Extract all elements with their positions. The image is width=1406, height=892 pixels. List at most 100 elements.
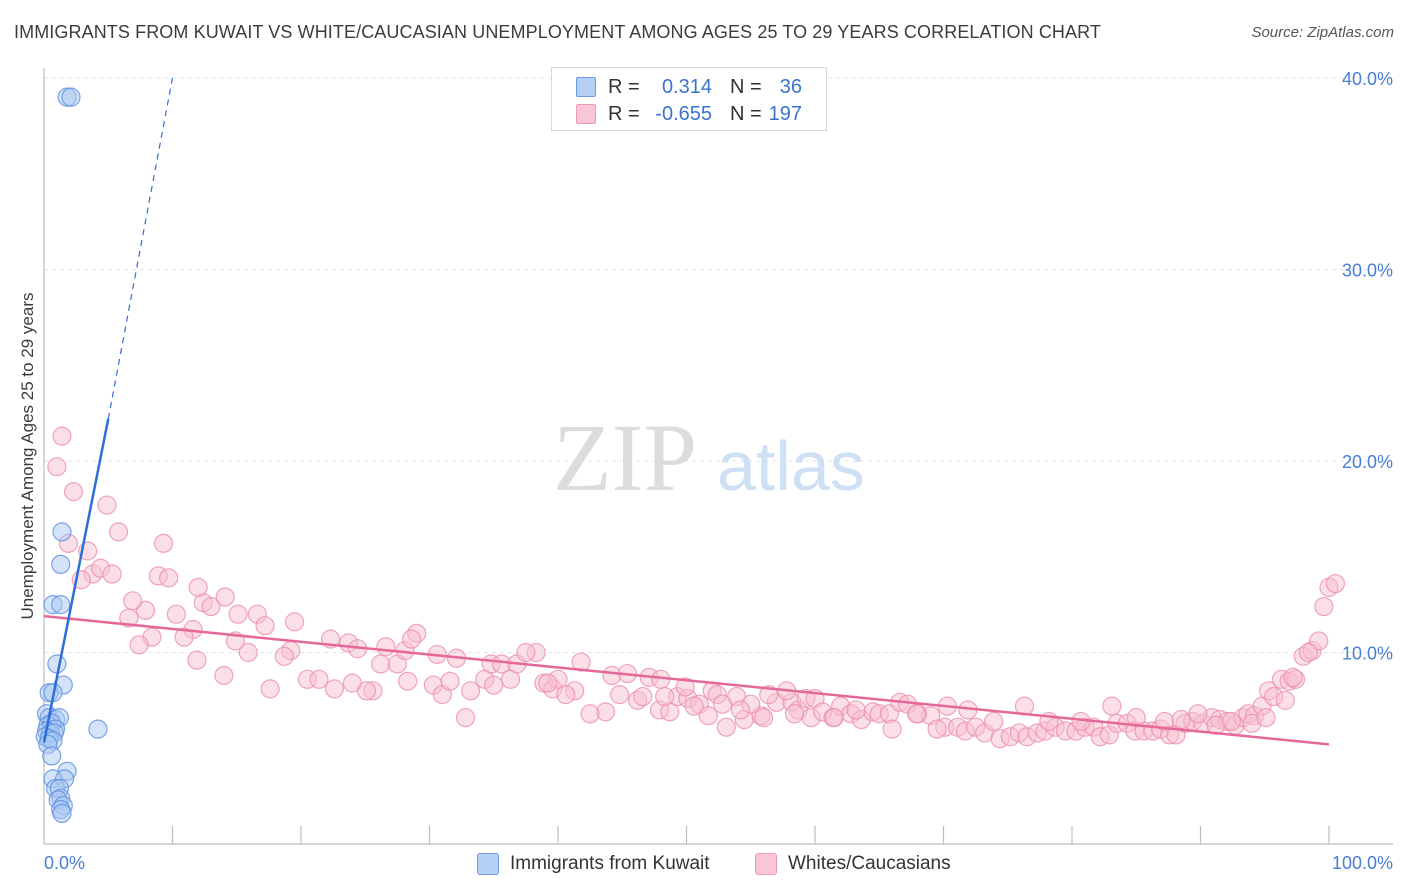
whites-point[interactable] [1171,709,1191,730]
whites-point[interactable] [260,679,280,699]
whites-point[interactable] [556,685,576,705]
whites-point[interactable] [1314,596,1334,617]
y-tick-labels: 10.0% 20.0% 30.0% 40.0% [1342,69,1393,664]
kuwait-point[interactable] [88,719,108,739]
x-tick-label: 100.0% [1332,853,1393,873]
kuwait-point[interactable] [52,803,72,823]
whites-point[interactable] [440,671,460,691]
whites-point[interactable] [108,522,129,542]
whites-point[interactable] [401,629,422,649]
kuwait-trend-extension [107,77,174,419]
whites-point[interactable] [52,426,72,446]
whites-point[interactable] [1275,690,1295,710]
blue-swatch [477,853,499,875]
r-value: 0.314 [661,76,712,98]
whites-point[interactable] [135,600,156,620]
whites-point[interactable] [824,708,844,728]
kuwait-point[interactable] [47,654,67,674]
whites-point[interactable] [255,616,275,636]
whites-point[interactable] [123,591,143,611]
whites-point[interactable] [698,706,718,726]
whites-point[interactable] [712,694,733,714]
whites-point[interactable] [166,604,186,624]
r-label: R = [608,103,640,125]
whites-point[interactable] [1126,708,1146,728]
whites-point[interactable] [1188,704,1208,724]
whites-point[interactable] [730,700,751,720]
whites-point[interactable] [97,495,117,515]
pink-series-points [47,426,1346,749]
kuwait-point[interactable] [51,554,71,575]
whites-point[interactable] [274,646,294,666]
whites-point[interactable] [309,669,329,689]
whites-point[interactable] [398,671,418,691]
whites-point[interactable] [1221,711,1241,732]
whites-point[interactable] [215,587,235,607]
watermark-zip: ZIP [553,404,697,511]
whites-point[interactable] [153,533,174,553]
n-label: N = [730,103,762,125]
whites-point[interactable] [324,679,345,699]
whites-point[interactable] [516,642,536,663]
whites-point[interactable] [238,642,258,663]
whites-point[interactable] [1298,642,1319,663]
watermark: ZIP atlas [553,404,865,511]
whites-point[interactable] [455,708,476,728]
whites-point[interactable] [580,704,600,724]
whites-point[interactable] [716,717,736,737]
whites-point[interactable] [214,665,234,686]
whites-point[interactable] [371,654,391,674]
whites-point[interactable] [882,719,902,739]
whites-point[interactable] [174,627,194,647]
whites-point[interactable] [538,673,558,693]
whites-point[interactable] [1325,573,1346,594]
whites-point[interactable] [102,564,122,584]
whites-point[interactable] [484,675,504,695]
whites-point[interactable] [159,568,179,588]
whites-point[interactable] [284,612,305,632]
series-legend: Immigrants from Kuwait Whites/Caucasians [0,850,1406,878]
whites-point[interactable] [984,711,1004,732]
whites-point[interactable] [633,686,653,707]
whites-point[interactable] [675,677,695,697]
kuwait-point[interactable] [42,746,62,766]
kuwait-point[interactable] [51,595,71,615]
whites-point[interactable] [1283,667,1303,687]
whites-point[interactable] [356,681,377,701]
whites-point[interactable] [187,650,207,670]
legend-row-blue: R = 0.314 N = 36 [552,74,826,100]
whites-point[interactable] [129,635,149,655]
whites-point[interactable] [784,704,805,724]
whites-point[interactable] [376,637,396,657]
whites-point[interactable] [63,482,84,502]
watermark-atlas: atlas [717,427,865,505]
whites-point[interactable] [188,577,208,597]
whites-point[interactable] [684,696,704,716]
whites-point[interactable] [47,457,67,477]
r-label: R = [608,76,640,98]
whites-point[interactable] [753,708,774,728]
whites-point[interactable] [655,686,675,707]
x-tick-labels: 0.0% 100.0% [44,853,1393,873]
r-value: -0.655 [655,103,712,125]
whites-point[interactable] [201,596,221,617]
whites-point[interactable] [500,669,521,689]
whites-point[interactable] [228,604,248,624]
whites-trend-line [43,614,1330,746]
kuwait-point[interactable] [61,87,81,107]
kuwait-trend-line [42,418,110,743]
y-tick-label: 20.0% [1342,452,1393,472]
whites-point[interactable] [1256,708,1276,728]
whites-point[interactable] [461,681,481,701]
whites-point[interactable] [927,719,947,739]
y-tick-label: 30.0% [1342,261,1393,281]
whites-point[interactable] [846,700,866,720]
whites-point[interactable] [610,685,630,705]
whites-point[interactable] [906,704,927,724]
kuwait-point[interactable] [52,522,72,542]
y-tick-label: 40.0% [1342,69,1393,89]
whites-point[interactable] [1102,696,1122,716]
whites-point[interactable] [571,652,591,672]
legend-label-kuwait: Immigrants from Kuwait [510,853,710,874]
